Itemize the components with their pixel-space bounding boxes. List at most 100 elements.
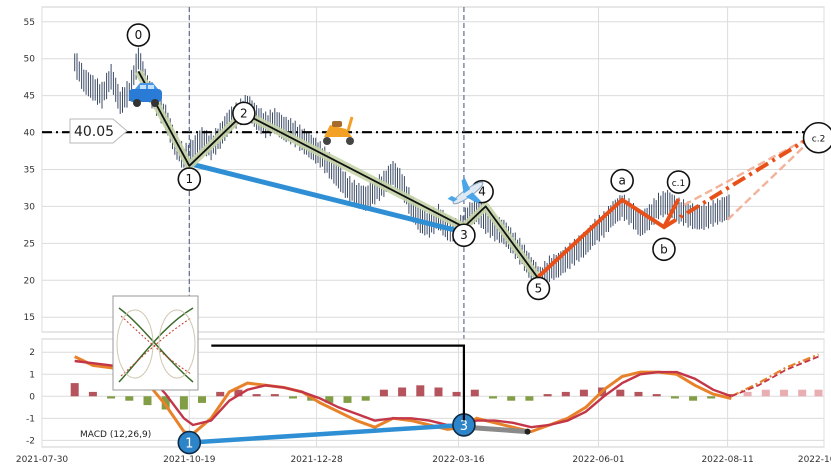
impulse-waves: [134, 69, 542, 282]
x-tick-label: 2022-10-03: [798, 455, 831, 465]
car-icon: [129, 83, 162, 107]
wave-label: 1: [177, 167, 202, 191]
x-axis-ticks: 2021-07-30 2021-10-19 2021-12-28 2022-03-16…: [16, 455, 831, 465]
price-y-tick-label: 25: [24, 239, 35, 249]
histogram-bar: [289, 396, 297, 399]
histogram-bar: [780, 389, 788, 397]
macd-y-tick-label: 1: [29, 370, 35, 380]
wave-label: 2: [232, 101, 256, 126]
histogram-bar: [434, 387, 443, 397]
wave-label-circle: [526, 276, 551, 301]
wave-label-circle: [802, 121, 831, 154]
histogram-bar: [361, 396, 370, 401]
wave-label: c.1: [666, 170, 691, 194]
wave-label: 5: [526, 276, 551, 301]
macd-marker-text: 1: [185, 437, 193, 452]
trend-line: [186, 161, 467, 235]
wave-label-text: 3: [460, 228, 468, 242]
price-y-tick-label: 40: [24, 129, 36, 139]
histogram-bar: [70, 383, 79, 397]
wave-label-circle: [126, 23, 151, 47]
wave-label: 0: [126, 23, 151, 47]
price-y-tick-label: 50: [24, 55, 36, 65]
x-tick-label: 2022-08-11: [701, 455, 753, 465]
correction-wave-line: [537, 197, 681, 279]
histogram-bar: [125, 396, 134, 401]
wave-label-text: 4: [478, 185, 486, 199]
histogram-bar: [489, 396, 497, 399]
projection-lines: [662, 130, 820, 229]
histogram-bar: [689, 396, 698, 401]
histogram-bar: [179, 396, 188, 410]
signal-projection-line: [730, 355, 819, 398]
histogram-bar: [507, 396, 516, 401]
price-y-tick-label: 20: [24, 276, 36, 286]
x-tick-label: 2021-10-19: [163, 455, 216, 465]
wave-label: c.2: [802, 121, 831, 154]
reference-label: 40.05: [69, 118, 128, 144]
histogram-bar: [543, 394, 552, 397]
price-y-tick-label: 15: [24, 313, 35, 323]
histogram-bar: [379, 389, 388, 397]
x-tick-label: 2022-06-01: [572, 455, 624, 465]
macd-divergence-line: [189, 422, 465, 445]
airplane-icon: [447, 178, 484, 205]
histogram-bar: [652, 394, 661, 397]
wave-label: 3: [452, 223, 476, 248]
scooter-icon: [323, 116, 354, 145]
histogram-bar: [325, 396, 334, 403]
price-y-tick-label: 30: [24, 202, 36, 212]
macd-marker-text: 3: [460, 419, 468, 434]
histogram-bar: [525, 396, 534, 401]
histogram-bar: [252, 394, 261, 397]
wave-label-text: a: [618, 174, 625, 188]
x-tick-label: 2022-03-16: [432, 455, 485, 465]
wave-label-text: 5: [535, 281, 543, 295]
macd-y-tick-label: -2: [26, 436, 35, 446]
histogram-bar: [234, 389, 243, 397]
x-tick-label: 2021-07-30: [16, 455, 69, 465]
wave-label-circle: [610, 168, 634, 193]
impulse-wave-line: [137, 70, 540, 280]
wave-label-circle: [652, 237, 676, 262]
histogram-bar: [616, 389, 625, 397]
macd-y-tick-label: 0: [29, 392, 35, 402]
histogram-bar: [707, 396, 716, 399]
projection-main-line: [662, 130, 820, 229]
macd-grey-dot: [524, 428, 531, 435]
macd-y-tick-label: -1: [26, 414, 35, 424]
wave-label-text: b: [660, 242, 668, 256]
macd-y-tick-label: 2: [29, 348, 35, 358]
histogram-bar: [814, 389, 823, 397]
wave-label-text: 0: [135, 28, 143, 42]
wave-label-text: c.1: [672, 179, 686, 189]
macd-indicator-label: MACD (12,26,9): [80, 430, 151, 440]
wave-label-circle: [177, 167, 202, 191]
histogram-bar: [198, 396, 206, 403]
wave-label: b: [652, 237, 676, 262]
reference-label-text: 40.05: [74, 124, 114, 140]
wave-label-text: 2: [240, 106, 248, 120]
macd-y-ticks: -2 -1 0 1 2: [26, 348, 35, 446]
wave-label-text: c.2: [812, 135, 826, 145]
histogram-bar: [107, 396, 116, 399]
histogram-bar: [416, 385, 425, 397]
histogram-bar: [270, 394, 279, 397]
connector-polyline: [211, 344, 466, 421]
histogram-bar: [743, 391, 752, 397]
signal-line: [74, 359, 732, 429]
wave-label-circle: [232, 101, 256, 126]
macd-marker: 1: [177, 430, 202, 455]
wave-inset-thumbnail: [112, 295, 199, 391]
reference-label-box: [69, 118, 128, 144]
histogram-bar: [452, 391, 461, 397]
wave-label-circle: [666, 170, 691, 194]
histogram-bar: [761, 389, 770, 397]
histogram-bar: [634, 391, 643, 397]
histogram-bar: [143, 396, 152, 406]
trend-line-1-3: [186, 161, 467, 235]
projection-fan-line: [726, 131, 820, 221]
wave-label-text: 1: [185, 172, 193, 186]
